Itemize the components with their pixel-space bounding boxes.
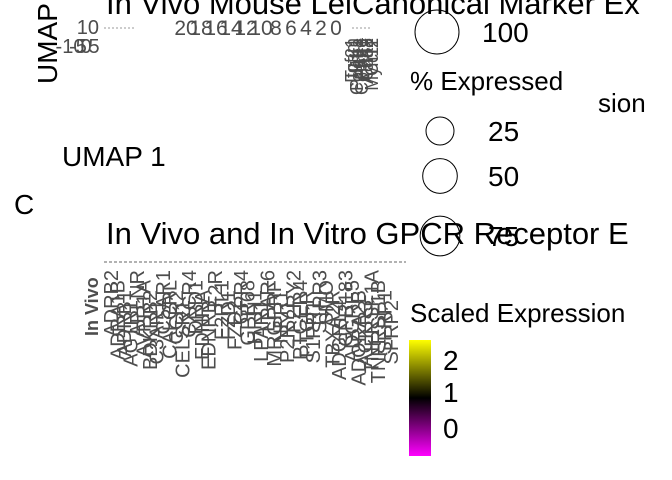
heatmap-column-label: APLNR (127, 270, 149, 337)
size-legend-label: 75 (488, 221, 519, 252)
heatmap-column-label: ADGRE5 (342, 280, 364, 362)
dotplot-x-tick-label: 0 (330, 17, 342, 40)
dotplot-gene-label: Cd68 (357, 38, 377, 81)
dotplot-x-tick-label: 2 (315, 17, 327, 40)
heatmap-column-label: CXCR4 (179, 270, 201, 338)
heatmap-column-label: LPAR1 (251, 300, 273, 362)
dotplot-x-tick-label: 16 (204, 17, 227, 40)
dotplot-x-tick-label: 18 (189, 17, 212, 40)
umap-y-axis-label: UMAP (32, 3, 63, 84)
umap-x-tick-label: 0 (80, 36, 91, 58)
umap-x-tick-label: -10 (56, 36, 85, 58)
heatmap-column-label: GPR183 (335, 270, 357, 347)
heatmap-column-label: ADRB1 (114, 290, 136, 357)
heatmap-column-label: PTGFR (296, 290, 318, 358)
average-expression-legend-fragment: sion (598, 88, 646, 118)
heatmap-column-label: S1PR3 (309, 270, 331, 333)
heatmap-column-label: TNFRSF1B (368, 280, 390, 383)
heatmap-column-label: S1PR1 (303, 300, 325, 363)
heatmap-column-label: TNFRSF1A (361, 269, 383, 373)
heatmap-column-label: GPR4 (231, 270, 253, 324)
dotplot-x-tick-label: 8 (270, 17, 282, 40)
dotplot-gene-label: Ptprc (352, 38, 372, 80)
heatmap-column-label: BDKRB2 (140, 290, 162, 370)
dotplot-title: Canonical Marker Ex (352, 0, 640, 21)
colorbar-layer: 21 0 (409, 340, 459, 456)
colorbar-tick-label: 0 (443, 413, 459, 444)
umap-x-tick-label: -5 (69, 36, 87, 58)
heatmap-column-label: GPR68 (238, 280, 260, 346)
size-legend-layer: 100 25 50 75 (414, 9, 529, 257)
size-legend-circle (425, 116, 455, 146)
colorbar-gradient (409, 340, 431, 456)
size-legend-label: 100 (482, 17, 529, 48)
panel-c-label: C (14, 189, 35, 220)
heatmap-row-label: In Vivo (82, 277, 102, 336)
dotplot-x-tick-label: 12 (234, 17, 257, 40)
heatmap-column-label: HRH1 (244, 290, 266, 344)
dotplot-gene-label: Tcf21 (342, 38, 362, 81)
dotplot-gene-label: Itgam (342, 38, 362, 83)
heatmap-column-label: ADGRL4 (329, 300, 351, 380)
heatmap-column-label: ADRB2 (101, 270, 123, 337)
size-legend-label: 25 (488, 116, 519, 147)
heatmap-column-label: C3AR1 (147, 300, 169, 364)
heatmap-column-label: ACKR3 (355, 300, 377, 367)
heatmap-column-label: P2RY2 (283, 270, 305, 333)
dotplot-gene-label: Col1a1 (347, 38, 367, 95)
heatmap-column-label: CELSR1 (173, 300, 195, 378)
heatmap-column-label: SFRP2 (381, 300, 403, 364)
size-legend-label: 50 (488, 161, 519, 192)
heatmap-title: In Vivo and In Vitro GPCR Receptor E (106, 216, 629, 251)
heatmap-column-label: P2RY1 (277, 300, 299, 363)
dotplot-gene-label: Myh11 (362, 38, 382, 91)
heatmap-column-label: SFRP1 (374, 290, 396, 354)
colorbar-title: Scaled Expression (410, 298, 626, 328)
heatmap-column-label: ADORA2B (348, 290, 370, 386)
dotplot-gene-label: Pdgfra (347, 37, 367, 91)
percent-expressed-legend-title: % Expressed (410, 66, 564, 96)
heatmap-column-label: CCR2 (166, 290, 188, 344)
dotplot-x-tick-label: 20 (174, 17, 197, 40)
heatmap-column-label: CALCRL (160, 280, 182, 359)
umap-title: In Vivo Mouse Lei (106, 0, 352, 21)
heatmap-column-label: LPAR6 (257, 270, 279, 332)
size-legend-circle (419, 215, 461, 257)
dotplot-x-tick-label: 4 (300, 17, 312, 40)
heatmap-column-label: NPR1 (270, 290, 292, 343)
heatmap-column-label: DRD1 (186, 280, 208, 334)
heatmap-column-label: PTGER4 (290, 280, 312, 360)
size-legend-circle (414, 9, 460, 55)
heatmap-column-label: F2RL1 (212, 280, 234, 340)
dotplot-gene-label: Ccr2 (362, 38, 382, 76)
heatmap-column-label: EDNRA (192, 289, 214, 360)
umap-x-tick-label: 5 (88, 36, 99, 58)
size-legend-circle (422, 158, 458, 194)
dotplot-gene-label: Col4a1 (352, 38, 372, 95)
heatmap-column-label: FZD2 (225, 300, 247, 350)
dotplot-gene-label: Acta2 (357, 38, 377, 84)
heatmap-column-label: C5AR1 (153, 270, 175, 334)
heatmap-column-label: AVPR1A (134, 279, 156, 357)
heatmap-column-label: ADRA1B (108, 280, 130, 360)
dotplot-x-tick-label: 6 (285, 17, 297, 40)
heatmap-column-label: AGTR1 (121, 300, 143, 367)
heatmap-column-label: F2R (205, 270, 227, 308)
heatmap-column-label: MRGPRF (264, 280, 286, 367)
heatmap-column-layer: ADRB2ADRA1BADRB1AGTR1APLNRAVPR1ABDKRB2C3… (101, 261, 406, 386)
umap-y-tick-label: 10 (77, 17, 99, 39)
heatmap-column-label: TBXA2R (322, 290, 344, 368)
colorbar-tick-label: 1 (443, 377, 459, 408)
colorbar-tick-label: 2 (443, 345, 459, 376)
umap-x-axis-label: UMAP 1 (62, 141, 166, 172)
dotplot-x-tick-label: 14 (219, 17, 243, 40)
dotplot-x-tick-label: 10 (249, 17, 272, 40)
heatmap-column-label: EDNRB (199, 300, 221, 370)
heatmap-column-label: SMO (316, 280, 338, 326)
heatmap-column-label: FZD1 (218, 290, 240, 340)
